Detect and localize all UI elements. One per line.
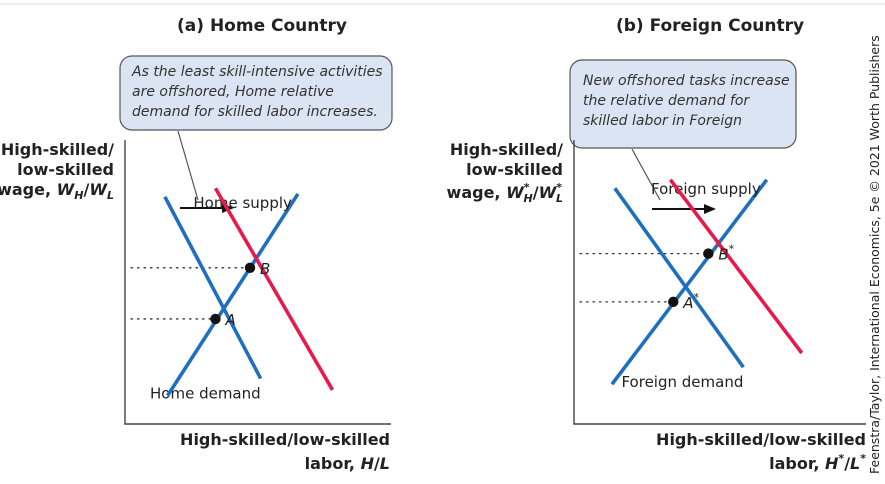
equilibrium-point: [703, 248, 714, 259]
y-axis-label: wage, W* H/W* L: [447, 181, 563, 205]
annotation-line: the relative demand for: [583, 93, 750, 109]
annotation-line: skilled labor in Foreign: [583, 113, 742, 129]
annotation-line: are offshored, Home relative: [132, 84, 334, 100]
home-demand-curve: [163, 195, 263, 380]
annotation-line: demand for skilled labor increases.: [132, 104, 378, 120]
x-axis-label: High-skilled/low-skilled: [180, 430, 390, 449]
x-axis-label: labor, H/L: [305, 454, 390, 473]
equilibrium-point: [244, 262, 256, 273]
series-label: Home demand: [150, 385, 261, 403]
equilibrium-label: B: [260, 260, 270, 278]
equilibrium-label: A: [224, 311, 235, 329]
annotation-pointer: [631, 148, 661, 201]
annotation-line: New offshored tasks increase: [583, 73, 790, 89]
annotation-pointer: [177, 130, 199, 201]
panel-title: (a) Home Country: [177, 16, 347, 36]
shifted-demand-curve: [213, 187, 335, 391]
y-axis-label: low-skilled: [17, 160, 114, 179]
annotation-line: As the least skill-intensive activities: [131, 64, 383, 80]
equilibrium-label: A*: [682, 291, 699, 312]
shift-arrow: [652, 204, 716, 214]
y-axis-label: low-skilled: [466, 160, 563, 179]
x-axis-label: High-skilled/low-skilled: [656, 430, 866, 449]
credit-line: Feenstra/Taylor, International Economics…: [867, 35, 882, 474]
panel-home-country: (a) Home Country As the least skill-inte…: [0, 16, 393, 473]
foreign-demand-curve: [613, 187, 745, 369]
x-axis-label: labor, H*/L*: [769, 452, 866, 473]
panel-foreign-country: (b) Foreign Country New offshored tasks …: [447, 16, 867, 473]
foreign-supply-curve: [610, 178, 769, 386]
series-label: Foreign demand: [621, 373, 743, 391]
annotation-box: New offshored tasks increase the relativ…: [569, 59, 797, 149]
series-label: Foreign supply: [651, 180, 761, 198]
axes: [124, 140, 391, 425]
home-supply-curve: [166, 192, 300, 397]
equilibrium-point: [668, 296, 679, 308]
panel-title: (b) Foreign Country: [616, 16, 804, 36]
series-label: Home supply: [193, 194, 292, 212]
y-axis-label: High-skilled/: [450, 140, 563, 159]
annotation-box: As the least skill-intensive activities …: [119, 55, 393, 131]
y-axis-label: wage, WH/WL: [0, 180, 114, 202]
shifted-demand-curve: [668, 178, 804, 355]
equilibrium-point: [210, 313, 221, 325]
y-axis-label: High-skilled/: [1, 140, 114, 159]
axes: [573, 140, 866, 425]
